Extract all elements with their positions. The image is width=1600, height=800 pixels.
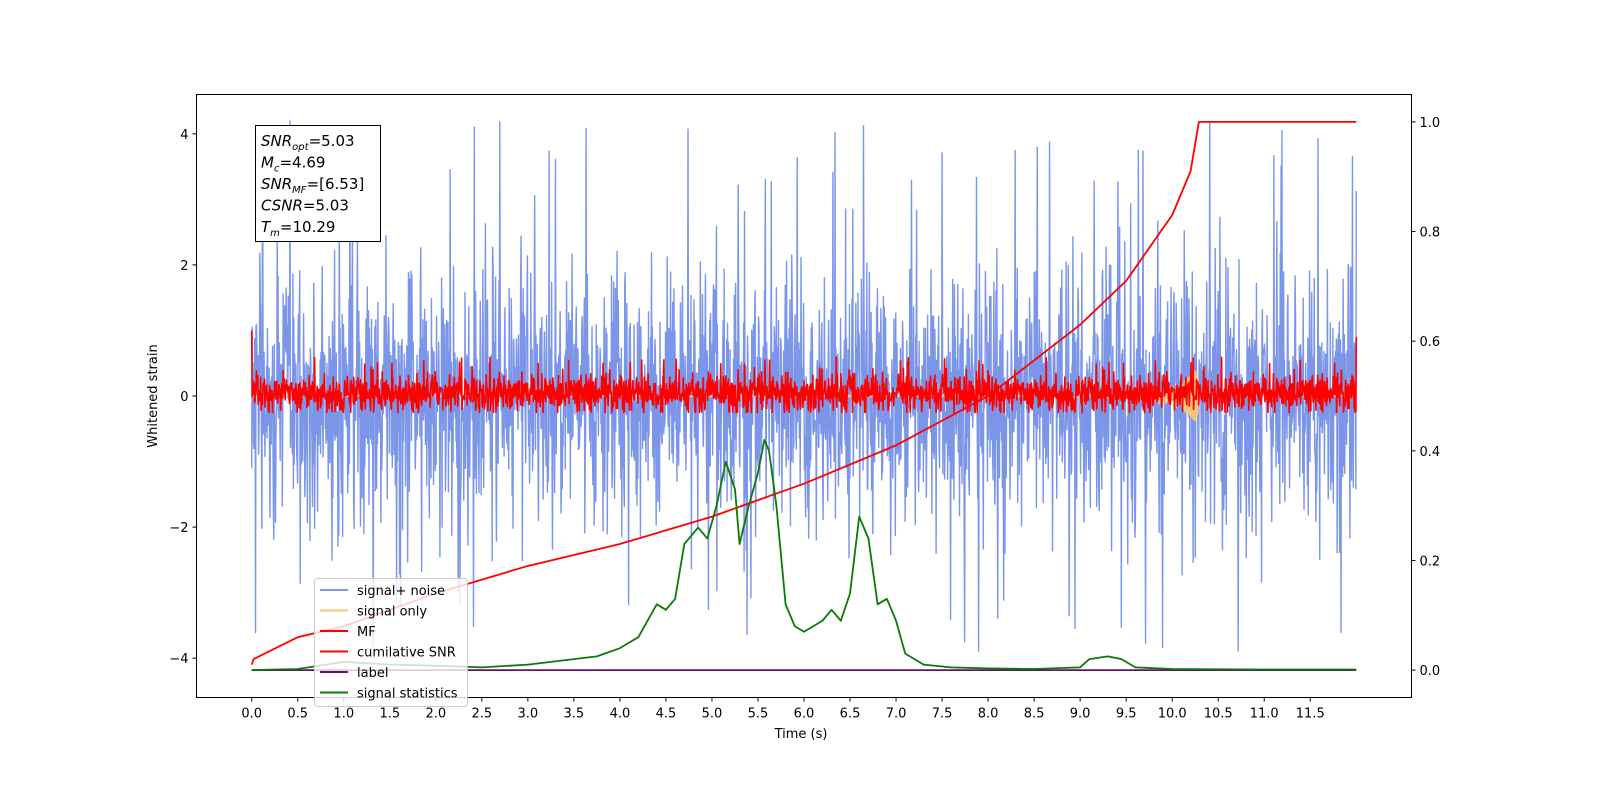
y-left-tick-label: −2 — [169, 521, 188, 536]
x-tick-label: 5.0 — [702, 707, 723, 722]
legend-entry-mf: MF — [357, 625, 376, 640]
x-tick-label: 10.5 — [1204, 707, 1233, 722]
legend-entry-signal-noise: signal+ noise — [357, 584, 445, 599]
y-left-tick-label: 4 — [180, 128, 188, 143]
y-right-tick-label: 1.0 — [1420, 116, 1441, 131]
y-left-tick-label: 0 — [180, 390, 188, 405]
x-axis-label: Time (s) — [774, 727, 828, 742]
x-tick-label: 7.5 — [932, 707, 953, 722]
x-tick-label: 9.0 — [1070, 707, 1091, 722]
info-box-frame — [255, 125, 381, 242]
info-line: CSNR=5.03 — [261, 197, 349, 215]
legend-entry-signal-statistics: signal statistics — [357, 687, 458, 702]
y-left-tick-label: 2 — [180, 259, 188, 274]
y-right-tick-label: 0.2 — [1420, 554, 1441, 569]
x-tick-label: 1.0 — [333, 707, 354, 722]
x-tick-label: 2.5 — [471, 707, 492, 722]
series-mf — [250, 330, 1358, 414]
x-tick-label: 9.5 — [1116, 707, 1137, 722]
x-axis: 0.0 0.5 1.0 1.5 2.0 2.5 3.0 3.5 4.0 4.5 5.0 5.5 6.0 6… — [241, 697, 1325, 722]
y-axis-left: 4 2 0 −2 −4 — [169, 128, 197, 667]
x-tick-label: 11.5 — [1296, 707, 1325, 722]
x-tick-label: 4.5 — [656, 707, 677, 722]
legend-frame — [314, 578, 468, 707]
info-line: SNRopt=5.03 — [261, 132, 355, 153]
y-right-tick-label: 0.0 — [1420, 664, 1441, 679]
legend-entry-signal-only: signal only — [357, 605, 427, 620]
legend-entry-label: label — [357, 666, 388, 681]
x-tick-label: 6.0 — [794, 707, 815, 722]
x-tick-label: 7.0 — [886, 707, 907, 722]
info-line: Mc=4.69 — [261, 154, 325, 175]
x-tick-label: 8.0 — [978, 707, 999, 722]
y-right-tick-label: 0.4 — [1420, 445, 1441, 460]
y-left-tick-label: −4 — [169, 652, 188, 667]
info-line: Tm=10.29 — [261, 218, 335, 239]
x-tick-label: 3.5 — [564, 707, 585, 722]
x-tick-label: 6.5 — [840, 707, 861, 722]
x-tick-label: 4.0 — [610, 707, 631, 722]
legend-entry-cumilative-snr: cumilative SNR — [357, 646, 456, 661]
x-tick-label: 0.5 — [287, 707, 308, 722]
x-tick-label: 2.0 — [425, 707, 446, 722]
y-right-tick-label: 0.8 — [1420, 226, 1441, 241]
y-right-tick-label: 0.6 — [1420, 335, 1441, 350]
y-axis-label: Whitened strain — [146, 344, 161, 447]
x-tick-label: 0.0 — [241, 707, 262, 722]
x-tick-label: 8.5 — [1024, 707, 1045, 722]
x-tick-label: 3.0 — [518, 707, 539, 722]
y-axis-right: 1.0 0.8 0.6 0.4 0.2 0.0 — [1411, 116, 1441, 679]
legend: signal+ noise signal only MF cumilative SNR… — [314, 578, 468, 707]
x-tick-label: 11.0 — [1250, 707, 1279, 722]
x-tick-label: 5.5 — [748, 707, 769, 722]
x-tick-label: 1.5 — [379, 707, 400, 722]
series-signal-statistics — [251, 438, 1357, 671]
x-tick-label: 10.0 — [1158, 707, 1187, 722]
info-line: SNRMF=[6.53] — [261, 175, 364, 196]
